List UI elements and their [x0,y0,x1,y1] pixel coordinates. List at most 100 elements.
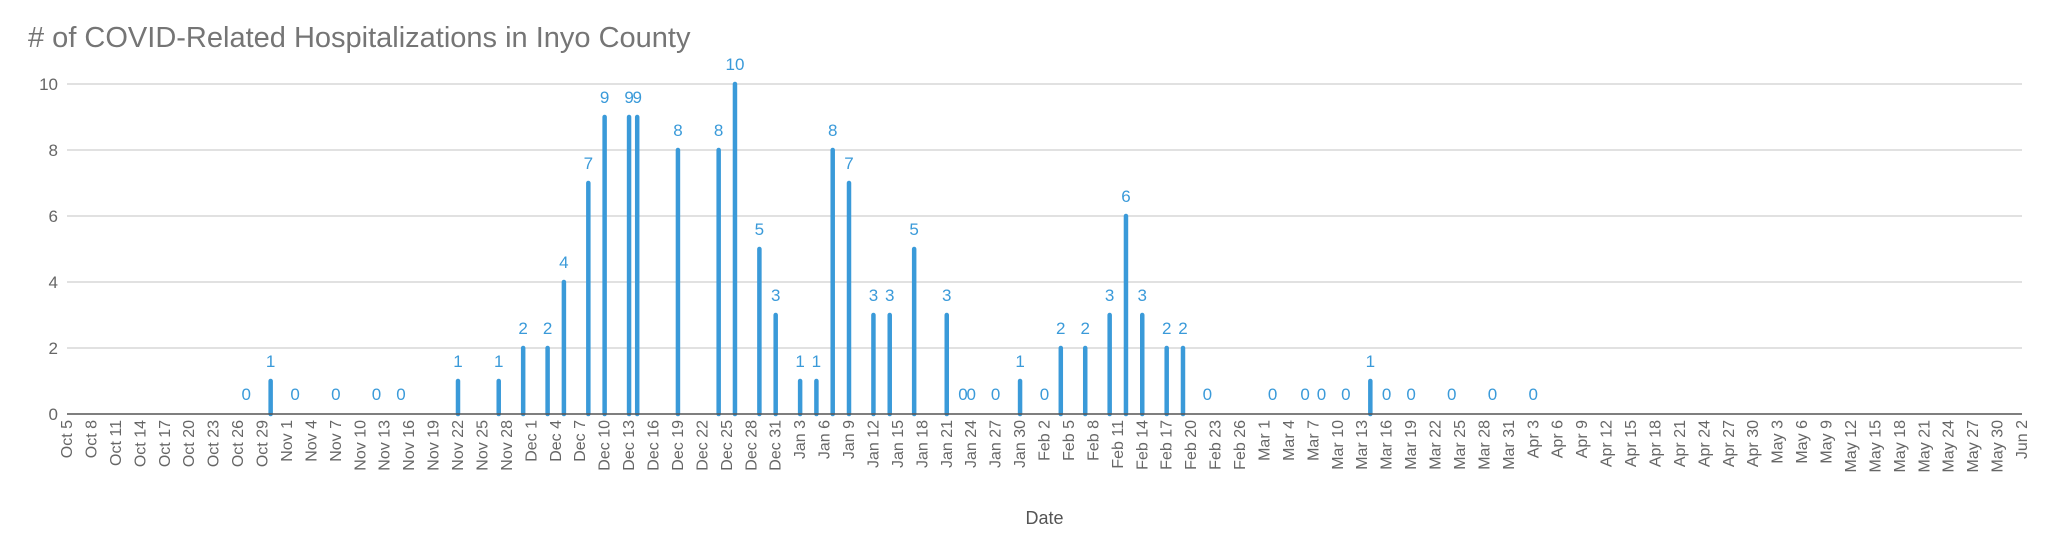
x-tick-label: Nov 13 [377,420,394,471]
x-tick-label: Dec 31 [768,420,785,471]
x-tick-label: Jan 24 [963,420,980,468]
x-tick-label: Mar 28 [1476,420,1493,470]
data-label: 0 [1040,385,1049,404]
x-axis: Oct 5 Oct 8 Oct 11 Oct 14 Oct 17 Oct 20 Oct 23… [59,420,2031,473]
data-label: 9 [624,88,633,107]
x-tick-label: Jan 27 [988,420,1005,468]
x-tick-label: Apr 30 [1745,420,1762,467]
x-tick-label: Apr 12 [1599,420,1616,467]
x-tick-label: May 24 [1941,420,1958,473]
x-tick-label: Feb 14 [1134,420,1151,470]
x-tick-label: Jan 21 [939,420,956,468]
x-tick-label: Apr 18 [1647,420,1664,467]
x-tick-label: Jan 30 [1012,420,1029,468]
data-label: 0 [958,385,967,404]
x-tick-label: Nov 10 [352,420,369,471]
x-tick-label: Jan 3 [792,420,809,459]
x-tick-label: Dec 19 [670,420,687,471]
data-label: 2 [1080,319,1089,338]
y-tick-label: 6 [49,207,58,226]
x-tick-label: Dec 1 [523,420,540,462]
x-tick-label: Mar 22 [1428,420,1445,470]
x-tick-label: Dec 28 [743,420,760,471]
x-tick-label: Feb 26 [1232,420,1249,470]
data-label: 3 [1138,286,1147,305]
data-label: 5 [909,220,918,239]
y-tick-label: 0 [49,405,58,424]
data-label: 0 [1341,385,1350,404]
data-label: 3 [771,286,780,305]
data-label: 0 [396,385,405,404]
y-tick-label: 10 [39,75,58,94]
x-tick-label: Mar 16 [1379,420,1396,470]
x-tick-label: Apr 6 [1550,420,1567,458]
data-label: 0 [1203,385,1212,404]
data-label: 0 [966,385,975,404]
x-tick-label: Dec 4 [548,420,565,462]
data-label: 0 [1300,385,1309,404]
x-axis-label: Date [1025,508,1063,528]
x-tick-label: Dec 25 [719,420,736,471]
x-tick-label: Apr 9 [1574,420,1591,458]
data-label: 0 [241,385,250,404]
data-label: 2 [1162,319,1171,338]
x-tick-label: Feb 5 [1061,420,1078,461]
data-label: 0 [1317,385,1326,404]
x-tick-label: Jan 12 [865,420,882,468]
x-tick-label: Dec 16 [646,420,663,471]
x-tick-label: Mar 31 [1501,420,1518,470]
x-tick-label: Oct 20 [181,420,198,467]
x-tick-label: Mar 1 [1256,420,1273,461]
x-tick-label: Feb 8 [1085,420,1102,461]
y-tick-label: 8 [49,141,58,160]
y-tick-label: 2 [49,339,58,358]
data-label: 0 [1406,385,1415,404]
data-label: 1 [1366,352,1375,371]
data-label: 0 [372,385,381,404]
x-tick-label: Jan 18 [914,420,931,468]
x-tick-label: Oct 11 [108,420,125,466]
x-tick-label: Nov 1 [279,420,296,462]
data-label: 3 [942,286,951,305]
data-label: 0 [991,385,1000,404]
grid [67,83,2022,349]
y-axis: 0 2 4 6 8 10 [39,75,58,424]
data-label: 9 [632,88,641,107]
y-tick-label: 4 [49,273,58,292]
x-tick-label: May 30 [1990,420,2007,473]
x-tick-label: Mar 13 [1354,420,1371,470]
x-tick-label: May 6 [1794,420,1811,464]
x-tick-label: Apr 15 [1623,420,1640,467]
x-tick-label: Apr 3 [1525,420,1542,458]
x-tick-label: Oct 29 [255,420,272,467]
x-tick-label: Dec 10 [597,420,614,471]
x-tick-label: May 27 [1965,420,1982,473]
x-tick-label: Feb 17 [1159,420,1176,470]
data-label: 0 [1488,385,1497,404]
data-label: 7 [584,154,593,173]
x-tick-label: Apr 21 [1672,420,1689,467]
x-tick-label: Oct 14 [132,420,149,467]
x-tick-label: Dec 7 [572,420,589,462]
data-label: 5 [755,220,764,239]
x-tick-label: Nov 4 [303,420,320,462]
x-tick-label: Oct 8 [83,420,100,458]
x-tick-label: May 12 [1843,420,1860,473]
data-label: 10 [725,55,744,74]
x-tick-label: Jan 9 [841,420,858,459]
x-tick-label: Mar 25 [1452,420,1469,470]
data-label: 7 [844,154,853,173]
x-tick-label: May 21 [1916,420,1933,473]
x-tick-label: Mar 19 [1403,420,1420,470]
x-tick-label: Dec 13 [621,420,638,471]
x-tick-label: Feb 23 [1208,420,1225,470]
data-label: 1 [812,352,821,371]
data-label: 3 [1105,286,1114,305]
data-label: 1 [1015,352,1024,371]
data-label: 2 [1178,319,1187,338]
x-tick-label: Apr 24 [1696,420,1713,467]
x-tick-label: Nov 16 [401,420,418,471]
